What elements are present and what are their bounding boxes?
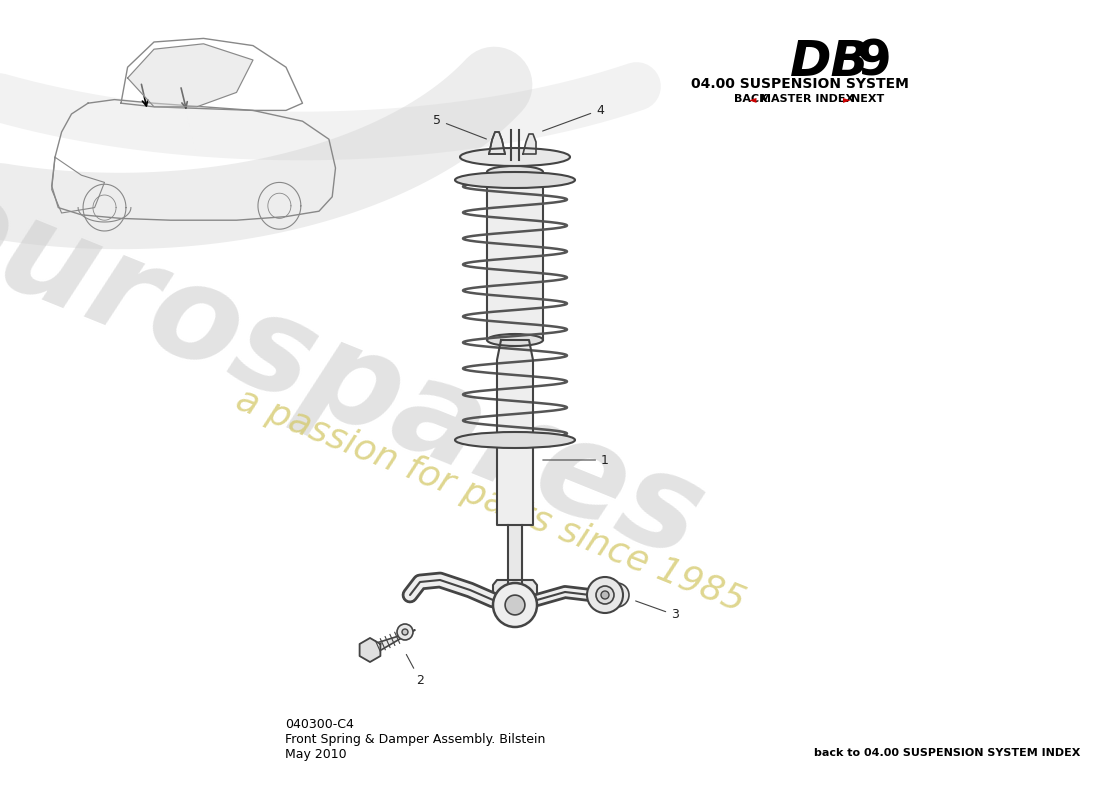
Circle shape [587,577,623,613]
Text: NEXT: NEXT [851,94,884,104]
Ellipse shape [455,432,575,448]
Circle shape [493,583,537,627]
FancyBboxPatch shape [487,172,543,340]
Text: ►: ► [843,94,850,104]
Text: 4: 4 [542,103,604,131]
Text: 5: 5 [433,114,486,139]
Text: a passion for parts since 1985: a passion for parts since 1985 [231,382,749,618]
Text: ◄: ◄ [749,94,757,104]
Text: 9: 9 [856,38,891,86]
Text: 2: 2 [406,654,424,686]
Polygon shape [497,340,534,525]
Text: back to 04.00 SUSPENSION SYSTEM INDEX: back to 04.00 SUSPENSION SYSTEM INDEX [814,748,1080,758]
Text: DB: DB [790,38,870,86]
Ellipse shape [487,166,543,178]
Circle shape [505,595,525,615]
Text: 04.00 SUSPENSION SYSTEM: 04.00 SUSPENSION SYSTEM [691,77,909,91]
Text: 1: 1 [542,454,609,466]
Polygon shape [360,638,381,662]
Circle shape [596,586,614,604]
Ellipse shape [460,148,570,166]
Ellipse shape [487,334,543,346]
Text: eurospares: eurospares [0,154,720,586]
Polygon shape [508,525,522,605]
Circle shape [601,591,609,599]
Circle shape [397,624,412,640]
Text: BACK: BACK [734,94,768,104]
Text: Front Spring & Damper Assembly. Bilstein: Front Spring & Damper Assembly. Bilstein [285,733,546,746]
Ellipse shape [455,172,575,188]
Polygon shape [128,44,253,106]
Polygon shape [522,134,536,154]
Polygon shape [364,630,415,653]
Text: 3: 3 [636,601,679,622]
Polygon shape [493,580,537,605]
Text: May 2010: May 2010 [285,748,346,761]
Polygon shape [490,132,505,154]
Circle shape [402,629,408,635]
Circle shape [605,583,629,607]
Text: MASTER INDEX: MASTER INDEX [760,94,854,104]
Text: 040300-C4: 040300-C4 [285,718,354,731]
